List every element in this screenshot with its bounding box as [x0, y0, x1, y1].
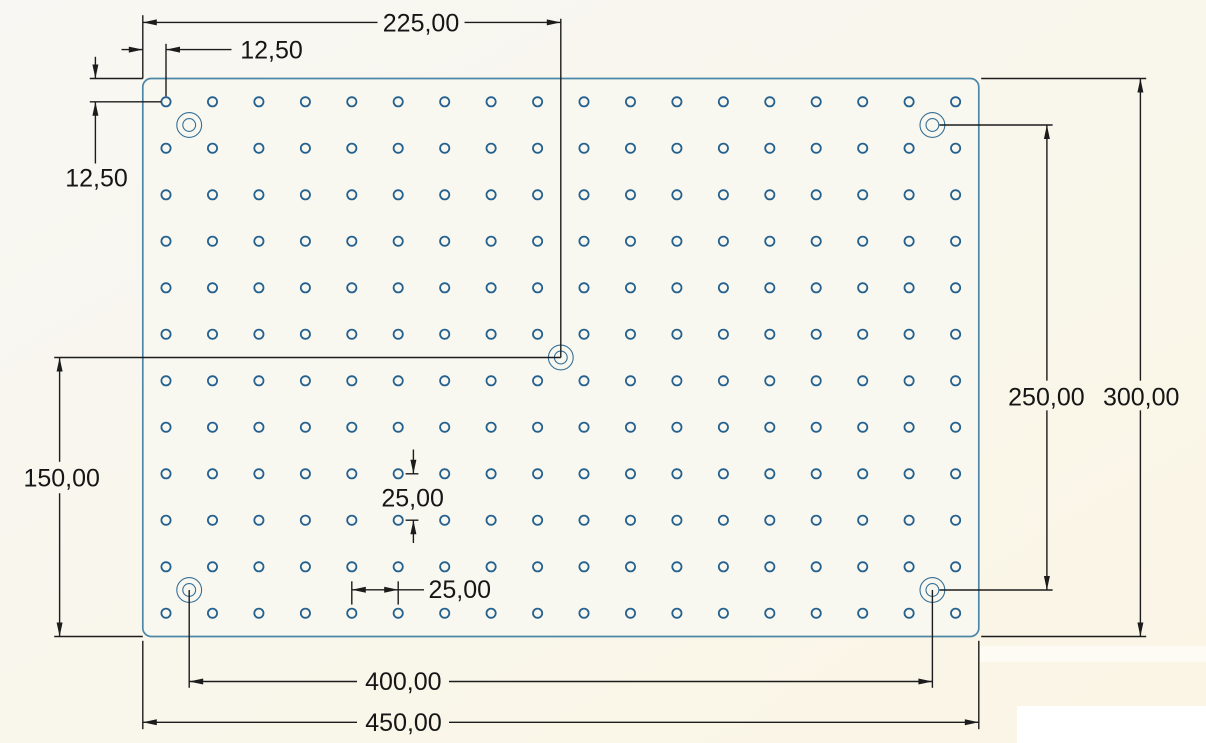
svg-text:150,00: 150,00 — [23, 464, 99, 492]
svg-text:300,00: 300,00 — [1103, 384, 1179, 412]
svg-text:12,50: 12,50 — [240, 37, 303, 65]
svg-text:25,00: 25,00 — [381, 484, 444, 512]
svg-text:25,00: 25,00 — [429, 576, 492, 604]
svg-text:225,00: 225,00 — [383, 10, 459, 38]
svg-text:12,50: 12,50 — [65, 165, 128, 193]
svg-text:250,00: 250,00 — [1008, 384, 1084, 412]
svg-text:450,00: 450,00 — [365, 709, 441, 737]
svg-text:400,00: 400,00 — [365, 668, 441, 696]
